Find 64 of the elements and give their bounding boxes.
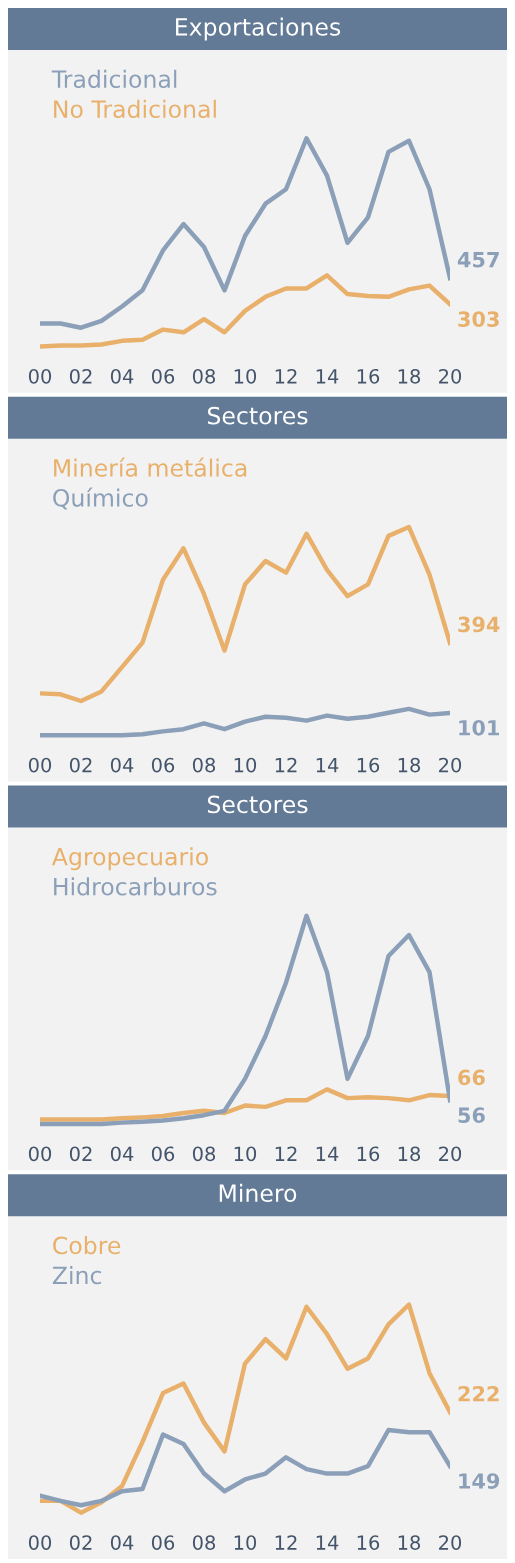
x-tick-label: 00	[28, 368, 52, 384]
x-tick-label: 16	[357, 1146, 380, 1162]
x-tick-label: 12	[275, 757, 297, 773]
x-tick-label: 10	[234, 368, 257, 384]
x-tick-label: 18	[398, 757, 421, 773]
x-tick-label: 10	[234, 1535, 257, 1550]
x-tick-label: 08	[192, 1535, 216, 1550]
text: Hidrocarburos	[54, 877, 217, 896]
x-tick-label: 02	[69, 368, 92, 384]
chart-title: Exportaciones	[176, 17, 341, 41]
x-tick-label: 12	[275, 368, 297, 384]
x-tick-label: 04	[110, 1146, 134, 1162]
data-label: 222	[458, 1385, 499, 1402]
x-tick-label: 12	[275, 1535, 297, 1550]
x-tick-label: 18	[398, 368, 421, 384]
x-tick-label: 16	[357, 757, 380, 773]
x-tick-label: 02	[69, 1146, 92, 1162]
x-tick-label: 00	[28, 1535, 52, 1550]
data-label: 66	[458, 1069, 485, 1086]
data-label: 303	[458, 311, 499, 327]
text: Zinc	[52, 1265, 102, 1285]
x-tick-label: 20	[439, 1146, 462, 1162]
x-tick-label: 08	[192, 368, 216, 384]
x-tick-label: 14	[316, 369, 339, 384]
x-tick-label: 18	[398, 1146, 421, 1162]
text: Cobre	[53, 1236, 121, 1255]
text: Tradicional	[51, 69, 177, 89]
data-label: 457	[457, 252, 499, 268]
x-tick-label: 20	[439, 757, 462, 773]
x-tick-label: 14	[316, 757, 339, 773]
x-tick-label: 02	[69, 1535, 92, 1550]
x-tick-label: 06	[151, 1535, 175, 1550]
chart-title: Minero	[219, 1183, 297, 1203]
x-tick-label: 10	[234, 757, 257, 773]
text: Agropecuario	[51, 847, 208, 871]
x-tick-label: 16	[357, 368, 380, 384]
x-tick-label: 16	[357, 1535, 380, 1550]
x-tick-label: 14	[316, 1146, 339, 1161]
chart-title: Sectores	[207, 406, 308, 425]
x-tick-label: 02	[69, 757, 92, 773]
x-tick-label: 14	[316, 1535, 339, 1550]
x-tick-label: 20	[439, 368, 462, 384]
x-tick-label: 12	[275, 1146, 297, 1161]
data-label: 394	[458, 616, 500, 633]
data-label: 56	[458, 1107, 485, 1124]
text: Minería metálica	[54, 457, 247, 477]
x-tick-label: 06	[151, 757, 175, 773]
text: Químico	[53, 487, 148, 510]
data-label: 101	[459, 719, 499, 736]
data-label: 149	[459, 1473, 500, 1489]
x-tick-label: 04	[110, 368, 134, 384]
x-tick-label: 08	[192, 1146, 216, 1162]
x-tick-label: 20	[439, 1535, 462, 1550]
chart-title: Sectores	[207, 795, 308, 814]
x-tick-label: 06	[151, 1146, 175, 1162]
x-tick-label: 06	[151, 368, 175, 384]
x-tick-label: 08	[192, 757, 216, 773]
x-tick-label: 04	[110, 757, 134, 773]
x-tick-label: 00	[28, 1146, 52, 1162]
x-tick-label: 18	[398, 1535, 421, 1550]
x-tick-label: 00	[28, 757, 52, 773]
x-tick-label: 10	[234, 1146, 257, 1162]
text: No Tradicional	[54, 99, 216, 119]
x-tick-label: 04	[110, 1535, 134, 1550]
